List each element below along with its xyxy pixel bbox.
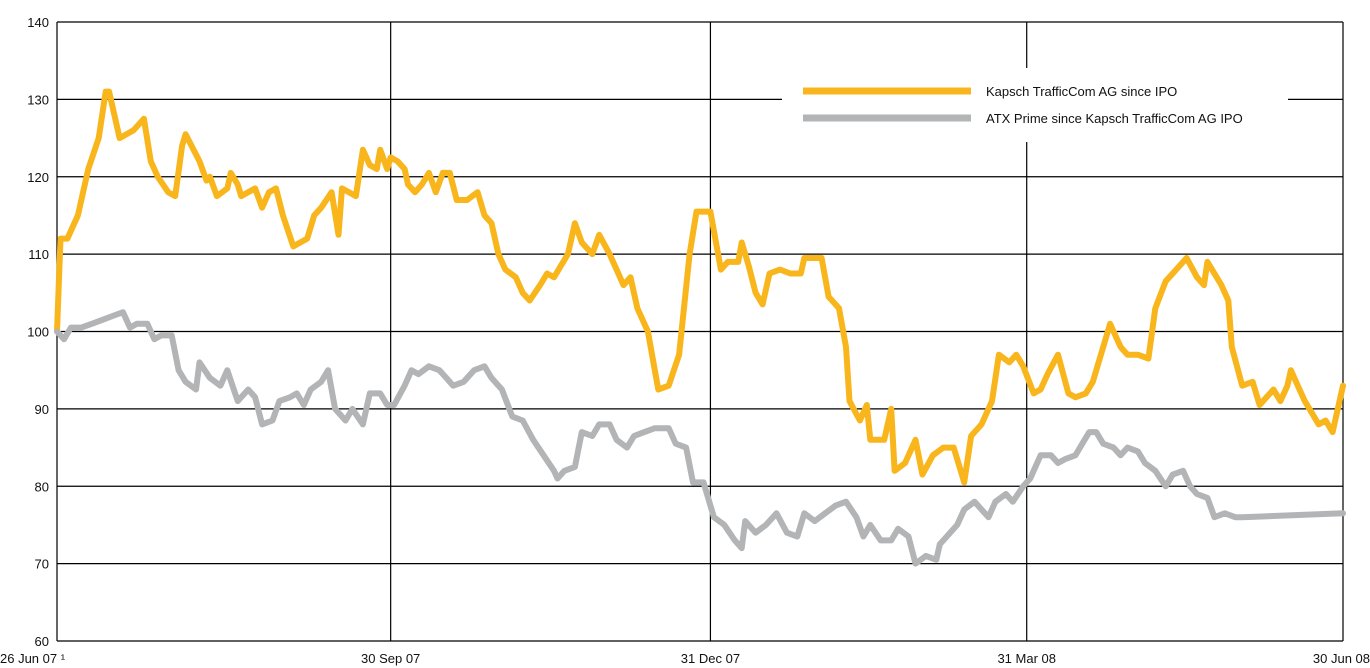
legend-label: Kapsch TrafficCom AG since IPO [986, 84, 1177, 99]
y-tick-label: 70 [35, 557, 49, 572]
series-line-kapsch [54, 88, 1346, 486]
y-tick-label: 120 [27, 170, 49, 185]
x-tick-label: 26 Jun 07 ¹ [0, 651, 66, 666]
legend: Kapsch TrafficCom AG since IPO ATX Prime … [782, 68, 1288, 142]
x-tick-label: 31 Dec 07 [681, 651, 740, 666]
legend-box [782, 68, 1288, 142]
series-line-atx-prime [54, 309, 1346, 567]
y-tick-label: 80 [35, 479, 49, 494]
x-tick-label: 30 Jun 08 [1313, 651, 1370, 666]
x-axis-ticks: 26 Jun 07 ¹ 30 Sep 07 31 Dec 07 31 Mar 08 30… [0, 651, 1370, 666]
grid [56, 21, 1344, 642]
legend-label: ATX Prime since Kapsch TrafficCom AG IPO [986, 111, 1243, 126]
y-tick-label: 60 [35, 634, 49, 649]
y-tick-label: 100 [27, 325, 49, 340]
x-tick-label: 31 Mar 08 [997, 651, 1056, 666]
y-tick-label: 90 [35, 402, 49, 417]
y-axis-ticks: 60 70 80 90 100 110 120 130 140 [27, 15, 49, 649]
y-tick-label: 140 [27, 15, 49, 30]
y-tick-label: 110 [28, 247, 49, 262]
series-group [54, 88, 1346, 567]
x-tick-label: 30 Sep 07 [361, 651, 420, 666]
y-tick-label: 130 [27, 92, 49, 107]
